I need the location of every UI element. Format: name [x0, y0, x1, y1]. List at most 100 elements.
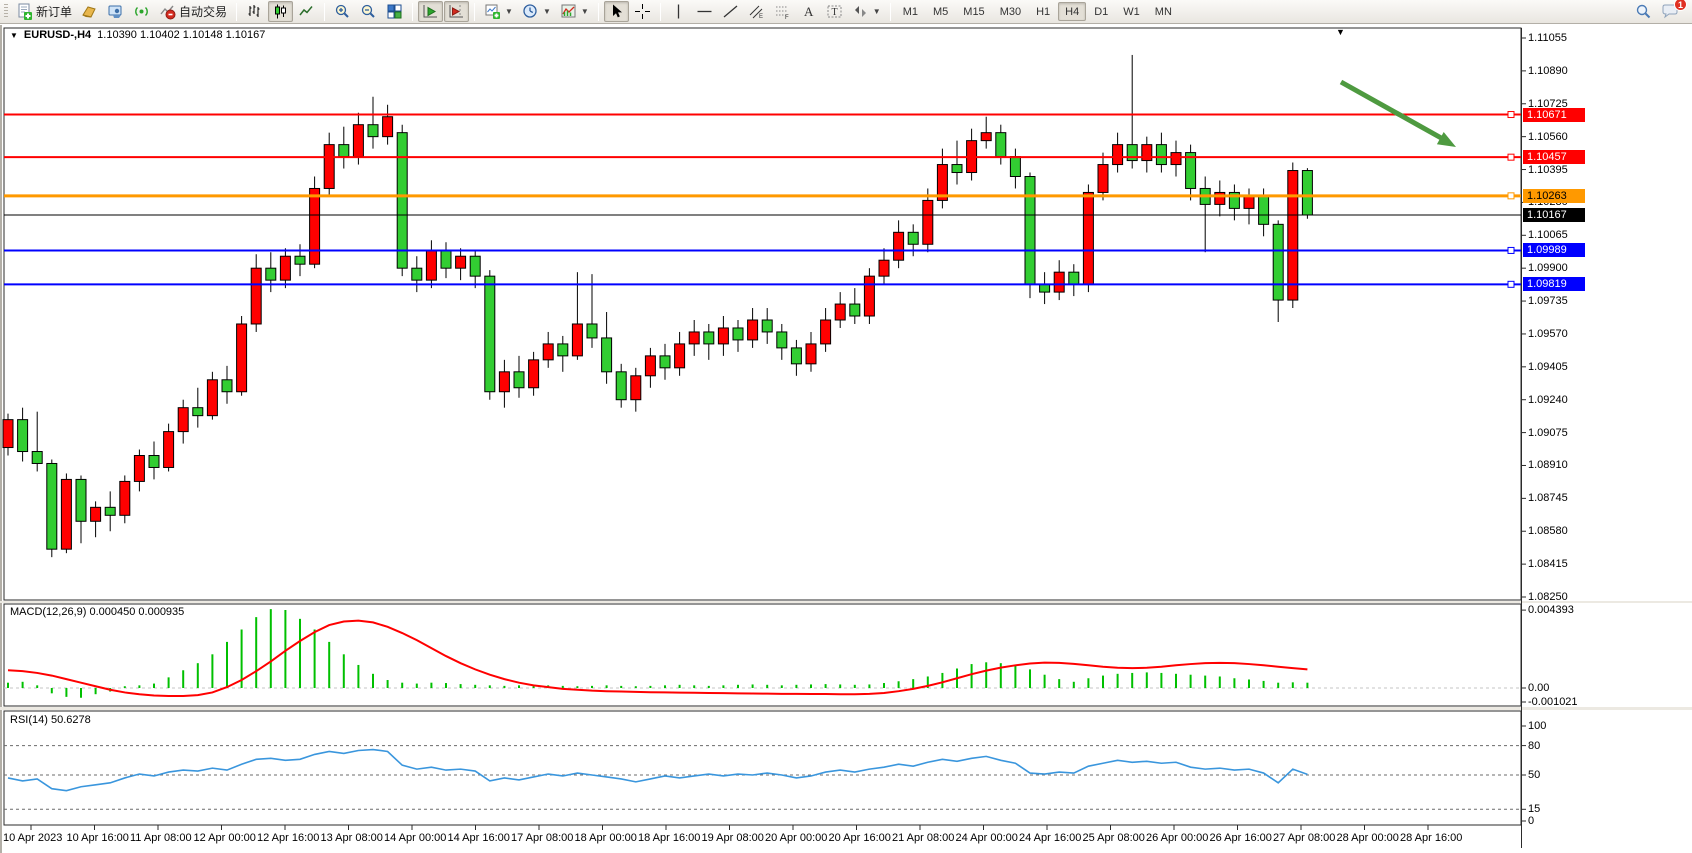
- time-axis-label: 28 Apr 00:00: [1336, 832, 1399, 844]
- candlestick-mode-button[interactable]: [268, 1, 294, 22]
- new-order-label: 新订单: [36, 5, 73, 19]
- price-badge: 1.09819: [1523, 277, 1585, 292]
- zoom-in-icon: [335, 4, 349, 18]
- svg-text:E: E: [759, 14, 763, 20]
- trendline-tool-button[interactable]: [718, 1, 743, 22]
- time-axis-label: 25 Apr 08:00: [1082, 832, 1145, 844]
- axis-tick-label: 80: [1528, 739, 1541, 752]
- axis-tick-label: 1.08745: [1528, 492, 1568, 505]
- pane-splitter[interactable]: [0, 707, 1692, 710]
- new-order-button[interactable]: 新订单: [12, 1, 76, 22]
- fibonacci-tool-button[interactable]: F: [770, 1, 795, 22]
- time-axis-label: 27 Apr 08:00: [1273, 832, 1336, 844]
- trend-arrow-annotation[interactable]: [1339, 79, 1445, 142]
- axis-tick-label: 1.11055: [1528, 32, 1567, 44]
- chart-menu-arrow[interactable]: ▼: [1336, 27, 1345, 37]
- notification-count-badge: 1: [1674, 0, 1687, 11]
- vertical-line-tool-button[interactable]: [666, 1, 691, 22]
- axis-tick-label: 1.08250: [1528, 591, 1568, 603]
- toolbar-separator: [659, 2, 661, 21]
- time-axis-label: 20 Apr 00:00: [765, 832, 828, 844]
- time-axis-label: 18 Apr 00:00: [574, 832, 637, 844]
- time-axis-label: 26 Apr 00:00: [1146, 832, 1209, 844]
- axis-tick-label: 1.09570: [1528, 327, 1568, 340]
- signals-button[interactable]: [129, 1, 154, 22]
- hline-handle[interactable]: [1507, 246, 1515, 254]
- toolbar-separator: [412, 2, 414, 21]
- timeframe-h4-button[interactable]: H4: [1058, 2, 1087, 21]
- hline-handle[interactable]: [1507, 192, 1515, 200]
- search-button[interactable]: [1631, 1, 1656, 22]
- chart-shift-button[interactable]: [444, 1, 470, 22]
- axis-tick-label: 0: [1528, 815, 1535, 827]
- timeframe-m15-button[interactable]: M15: [956, 2, 991, 21]
- indicators-button[interactable]: ▼: [556, 1, 593, 22]
- main-toolbar: 新订单: [0, 0, 1692, 24]
- cursor-tool-button[interactable]: [603, 1, 629, 22]
- auto-scroll-button[interactable]: [418, 1, 444, 22]
- timeframe-m1-button[interactable]: M1: [896, 2, 925, 21]
- toolbar-separator: [236, 2, 238, 21]
- axis-tick-label: 1.09240: [1528, 393, 1568, 406]
- price-badge: 1.10457: [1523, 150, 1585, 165]
- price-badge: 1.10263: [1523, 188, 1585, 203]
- macd-indicator-label: MACD(12,26,9) 0.000450 0.000935: [10, 606, 185, 618]
- tile-windows-button[interactable]: [382, 1, 407, 22]
- notifications-button[interactable]: 1: [1657, 0, 1687, 22]
- autotrading-button[interactable]: 自动交易: [155, 1, 231, 22]
- timeframe-w1-button[interactable]: W1: [1116, 2, 1147, 21]
- pane-splitter[interactable]: [0, 601, 1692, 603]
- rsi-indicator-label: RSI(14) 50.6278: [10, 714, 91, 726]
- metaeditor-button[interactable]: [103, 1, 128, 22]
- zoom-out-button[interactable]: [356, 1, 381, 22]
- new-chart-button[interactable]: ▼: [480, 1, 517, 22]
- toolbar-grip[interactable]: [4, 4, 8, 19]
- axis-tick-label: 0.004393: [1528, 604, 1574, 617]
- timeframe-m5-button[interactable]: M5: [926, 2, 955, 21]
- periods-button[interactable]: ▼: [518, 1, 555, 22]
- text-label-tool-button[interactable]: T: [822, 1, 847, 22]
- arrows-tool-button[interactable]: ▼: [848, 1, 885, 22]
- equidistant-channel-tool-button[interactable]: E: [744, 1, 769, 22]
- svg-text:A: A: [804, 4, 814, 19]
- time-axis-label: 12 Apr 00:00: [193, 832, 256, 844]
- time-axis-label: 26 Apr 16:00: [1209, 832, 1272, 844]
- axis-tick-label: 1.08910: [1528, 459, 1568, 472]
- fibonacci-icon: F: [775, 6, 789, 20]
- hline-handle[interactable]: [1507, 153, 1515, 161]
- bar-chart-mode-button[interactable]: [242, 1, 267, 22]
- time-axis-label: 13 Apr 08:00: [320, 832, 383, 844]
- text-tool-button[interactable]: A: [796, 1, 821, 22]
- time-axis-label: 10 Apr 16:00: [66, 832, 129, 844]
- arrows-shapes-icon: [854, 6, 866, 17]
- axis-tick-label: 0.00: [1528, 682, 1550, 694]
- candlestick-series: [2, 54, 1313, 558]
- hline-handle[interactable]: [1507, 111, 1515, 119]
- price-badge: 1.09989: [1523, 243, 1585, 258]
- hline-handle[interactable]: [1507, 280, 1515, 288]
- timeframe-mn-button[interactable]: MN: [1148, 2, 1179, 21]
- auto-scroll-icon: [423, 5, 438, 18]
- trend-arrow-head[interactable]: [1436, 132, 1456, 147]
- time-axis-label: 19 Apr 08:00: [701, 832, 764, 844]
- time-axis-label: 12 Apr 16:00: [257, 832, 320, 844]
- crosshair-tool-button[interactable]: [630, 1, 655, 22]
- zoom-in-button[interactable]: [330, 1, 355, 22]
- signals-icon: [135, 6, 148, 17]
- autotrading-label: 自动交易: [179, 5, 228, 19]
- time-axis-label: 10 Apr 2023: [3, 832, 63, 844]
- chart-collapse-icon[interactable]: ▼: [10, 30, 18, 40]
- horizontal-line-tool-button[interactable]: [692, 1, 717, 22]
- timeframe-h1-button[interactable]: H1: [1029, 2, 1057, 21]
- chart-pane[interactable]: [3, 710, 1522, 826]
- chart-pane[interactable]: [3, 603, 1522, 707]
- timeframe-m30-button[interactable]: M30: [993, 2, 1028, 21]
- axis-tick-label: 100: [1528, 720, 1547, 732]
- svg-text:T: T: [831, 7, 837, 18]
- line-chart-mode-button[interactable]: [294, 1, 319, 22]
- timeframe-d1-button[interactable]: D1: [1087, 2, 1115, 21]
- styler-button[interactable]: [77, 1, 102, 22]
- autotrading-icon: [160, 5, 176, 20]
- axis-tick-label: 1.09900: [1528, 262, 1568, 275]
